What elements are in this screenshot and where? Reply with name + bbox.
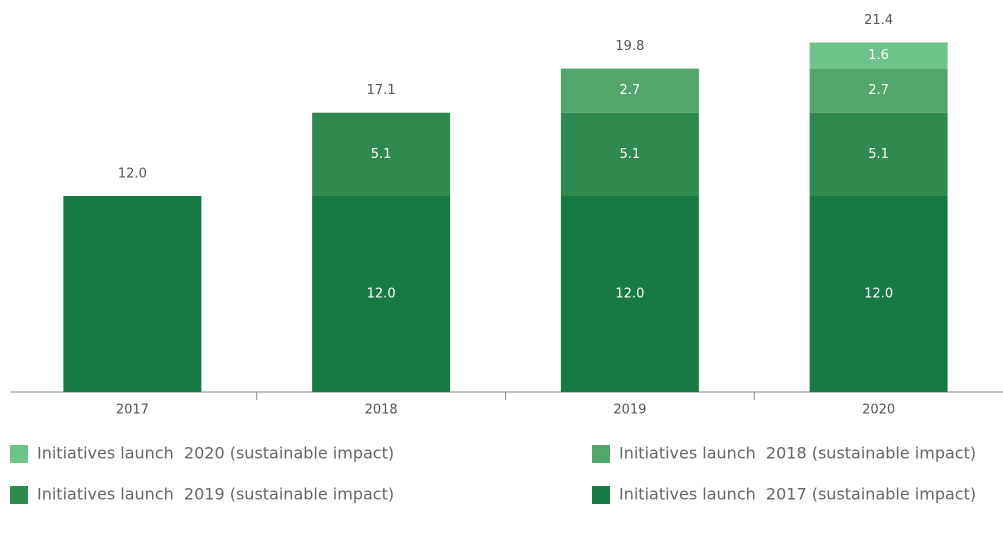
segment-label: 12.0 — [615, 287, 644, 302]
legend-label: Initiatives launch 2018 (sustainable imp… — [619, 444, 976, 463]
segment-label: 5.1 — [371, 147, 392, 162]
legend-label: Initiatives launch 2020 (sustainable imp… — [37, 444, 394, 463]
legend-swatch — [10, 486, 28, 504]
total-label: 12.0 — [118, 167, 147, 182]
segment-label: 2.7 — [620, 83, 641, 98]
segment-label: 5.1 — [620, 147, 641, 162]
bar-segment — [312, 112, 451, 196]
bar-segment — [560, 196, 699, 392]
segment-label: 2.7 — [868, 83, 889, 98]
bar-segment — [809, 68, 948, 113]
bar-segment — [312, 196, 451, 392]
legend-label: Initiatives launch 2019 (sustainable imp… — [37, 485, 394, 504]
bar-segment — [809, 42, 948, 69]
segment-label: 1.6 — [868, 48, 889, 63]
legend-swatch — [10, 445, 28, 463]
bar-segment — [809, 112, 948, 196]
segment-label: 12.0 — [367, 287, 396, 302]
segment-label: 5.1 — [868, 147, 889, 162]
total-label: 19.8 — [615, 39, 644, 54]
total-label: 17.1 — [367, 83, 396, 98]
legend-swatch — [592, 445, 610, 463]
bar-segment — [560, 68, 699, 113]
bar-segment — [560, 112, 699, 196]
segment-label: 12.0 — [864, 287, 893, 302]
x-tick-label: 2020 — [862, 403, 895, 418]
legend-label: Initiatives launch 2017 (sustainable imp… — [619, 485, 976, 504]
total-label: 21.4 — [864, 13, 893, 28]
legend-swatch — [592, 486, 610, 504]
bar-segment — [63, 196, 202, 392]
x-tick-label: 2017 — [116, 403, 149, 418]
bar-segment — [809, 196, 948, 392]
x-tick-label: 2019 — [613, 403, 646, 418]
x-tick-label: 2018 — [365, 403, 398, 418]
